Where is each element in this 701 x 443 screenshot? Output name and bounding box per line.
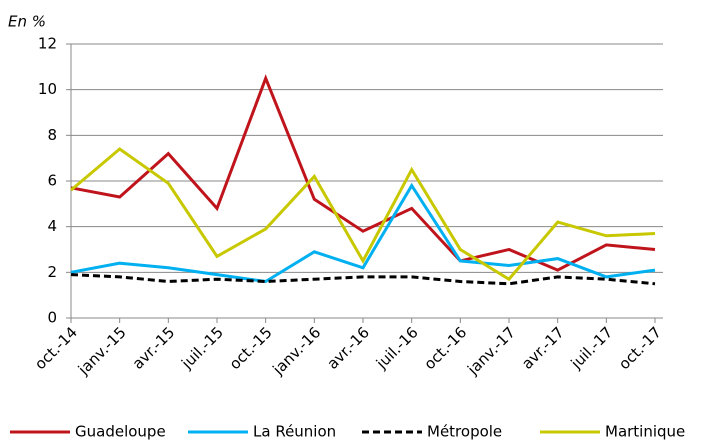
- y-tick-label: 0: [47, 309, 57, 327]
- x-tick-label: avr.-16: [323, 323, 373, 373]
- y-tick-label: 8: [47, 126, 57, 144]
- y-tick-label: 6: [47, 172, 57, 190]
- legend-label: Métropole: [427, 423, 502, 441]
- legend-label: Guadeloupe: [75, 423, 166, 441]
- series-line: [70, 182, 656, 284]
- series-line: [70, 147, 656, 282]
- y-tick-label: 12: [38, 35, 57, 53]
- x-tick-label: janv.-17: [463, 323, 519, 379]
- x-tick-label: avr.-15: [129, 323, 179, 373]
- series-line: [70, 273, 656, 286]
- x-tick-label: janv.-16: [269, 323, 325, 379]
- x-tick-label: oct.-17: [615, 323, 665, 373]
- x-tick-label: juil.-16: [372, 323, 422, 373]
- x-tick-label: janv.-15: [74, 323, 130, 379]
- y-axis-label: En %: [8, 13, 46, 31]
- y-tick-label: 10: [38, 80, 57, 98]
- series-line: [70, 74, 656, 272]
- x-tick-label: avr.-17: [518, 323, 568, 373]
- legend-label: Martinique: [605, 423, 685, 441]
- x-tick-label: juil.-17: [567, 323, 617, 373]
- y-tick-label: 2: [47, 263, 57, 281]
- x-tick-label: juil.-15: [177, 323, 227, 373]
- y-tick-label: 4: [47, 217, 57, 235]
- legend-label: La Réunion: [253, 423, 336, 441]
